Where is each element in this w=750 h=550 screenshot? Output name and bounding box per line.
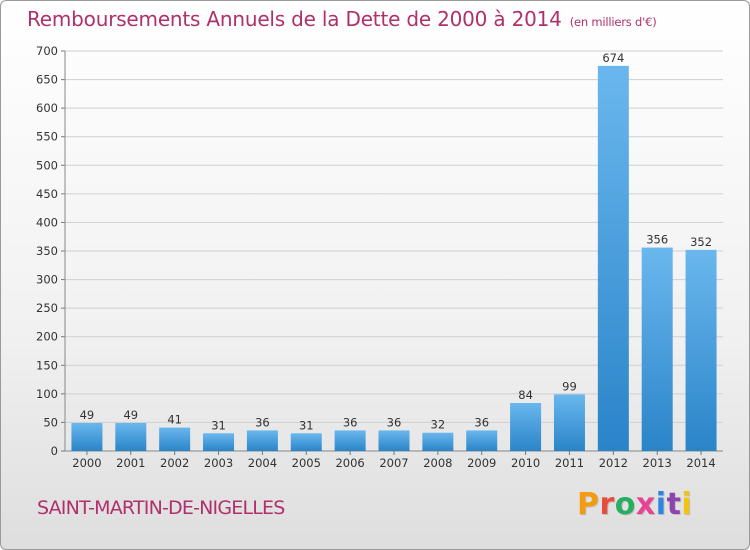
x-tick-label: 2005 (292, 456, 321, 470)
y-tick-label: 0 (51, 444, 58, 458)
bar (685, 249, 717, 451)
bar (553, 394, 585, 451)
bar (597, 65, 629, 451)
bar-value-label: 356 (646, 233, 668, 247)
bar (159, 427, 191, 451)
y-tick-label: 650 (36, 73, 58, 87)
bar-value-label: 36 (343, 415, 358, 429)
x-tick-label: 2004 (248, 456, 277, 470)
logo-letter: i (655, 487, 667, 522)
y-tick-label: 250 (36, 301, 58, 315)
bar (378, 430, 410, 451)
bar-value-label: 36 (255, 415, 270, 429)
x-tick-label: 2006 (335, 456, 364, 470)
x-tick-label: 2003 (204, 456, 233, 470)
bar-value-label: 36 (387, 415, 402, 429)
bar-value-label: 31 (211, 418, 226, 432)
y-tick-label: 700 (36, 44, 58, 58)
logo-letter: P (577, 487, 600, 522)
y-tick-label: 200 (36, 330, 58, 344)
bar-value-label: 32 (431, 418, 446, 432)
y-tick-label: 400 (36, 215, 58, 229)
bar (422, 432, 454, 451)
y-tick-label: 150 (36, 358, 58, 372)
bar-value-label: 84 (518, 388, 533, 402)
bar-value-label: 36 (474, 415, 489, 429)
bar (203, 433, 235, 451)
y-tick-label: 350 (36, 244, 58, 258)
y-tick-label: 300 (36, 273, 58, 287)
x-tick-label: 2013 (643, 456, 672, 470)
y-tick-label: 550 (36, 130, 58, 144)
x-tick-label: 2007 (379, 456, 408, 470)
logo-letter: x (635, 487, 656, 522)
y-tick-label: 500 (36, 158, 58, 172)
bar (115, 423, 147, 451)
y-tick-label: 50 (43, 415, 58, 429)
x-tick-label: 2011 (555, 456, 584, 470)
commune-name: SAINT-MARTIN-DE-NIGELLES (37, 497, 285, 519)
logo-letter: o (614, 487, 636, 522)
bar (246, 430, 278, 451)
bar (510, 403, 542, 451)
bar-value-label: 41 (167, 413, 182, 427)
x-tick-label: 2001 (116, 456, 145, 470)
logo-letter: i (681, 487, 693, 522)
bar (290, 433, 322, 451)
logo-letter: r (599, 487, 615, 522)
bar (466, 430, 498, 451)
bar-value-label: 49 (80, 408, 95, 422)
bar-value-label: 352 (690, 235, 712, 249)
bar-value-label: 31 (299, 418, 314, 432)
bar-value-label: 49 (123, 408, 138, 422)
logo-letter: t (666, 487, 682, 522)
proxiti-logo: Proxiti (577, 487, 692, 522)
x-tick-label: 2008 (423, 456, 452, 470)
x-tick-label: 2002 (160, 456, 189, 470)
y-tick-label: 450 (36, 187, 58, 201)
y-tick-label: 600 (36, 101, 58, 115)
chart-unit: (en milliers d'€) (569, 15, 657, 29)
bar-value-label: 99 (562, 379, 577, 393)
bar (334, 430, 366, 451)
x-tick-label: 2012 (599, 456, 628, 470)
bar (641, 247, 673, 451)
chart-title-text: Remboursements Annuels de la Dette de 20… (27, 7, 562, 31)
x-tick-label: 2010 (511, 456, 540, 470)
x-tick-label: 2000 (72, 456, 101, 470)
x-tick-label: 2009 (467, 456, 496, 470)
x-tick-label: 2014 (686, 456, 715, 470)
bar-value-label: 674 (602, 51, 624, 65)
bar (71, 423, 103, 451)
y-tick-label: 100 (36, 387, 58, 401)
chart-title: Remboursements Annuels de la Dette de 20… (27, 7, 657, 31)
